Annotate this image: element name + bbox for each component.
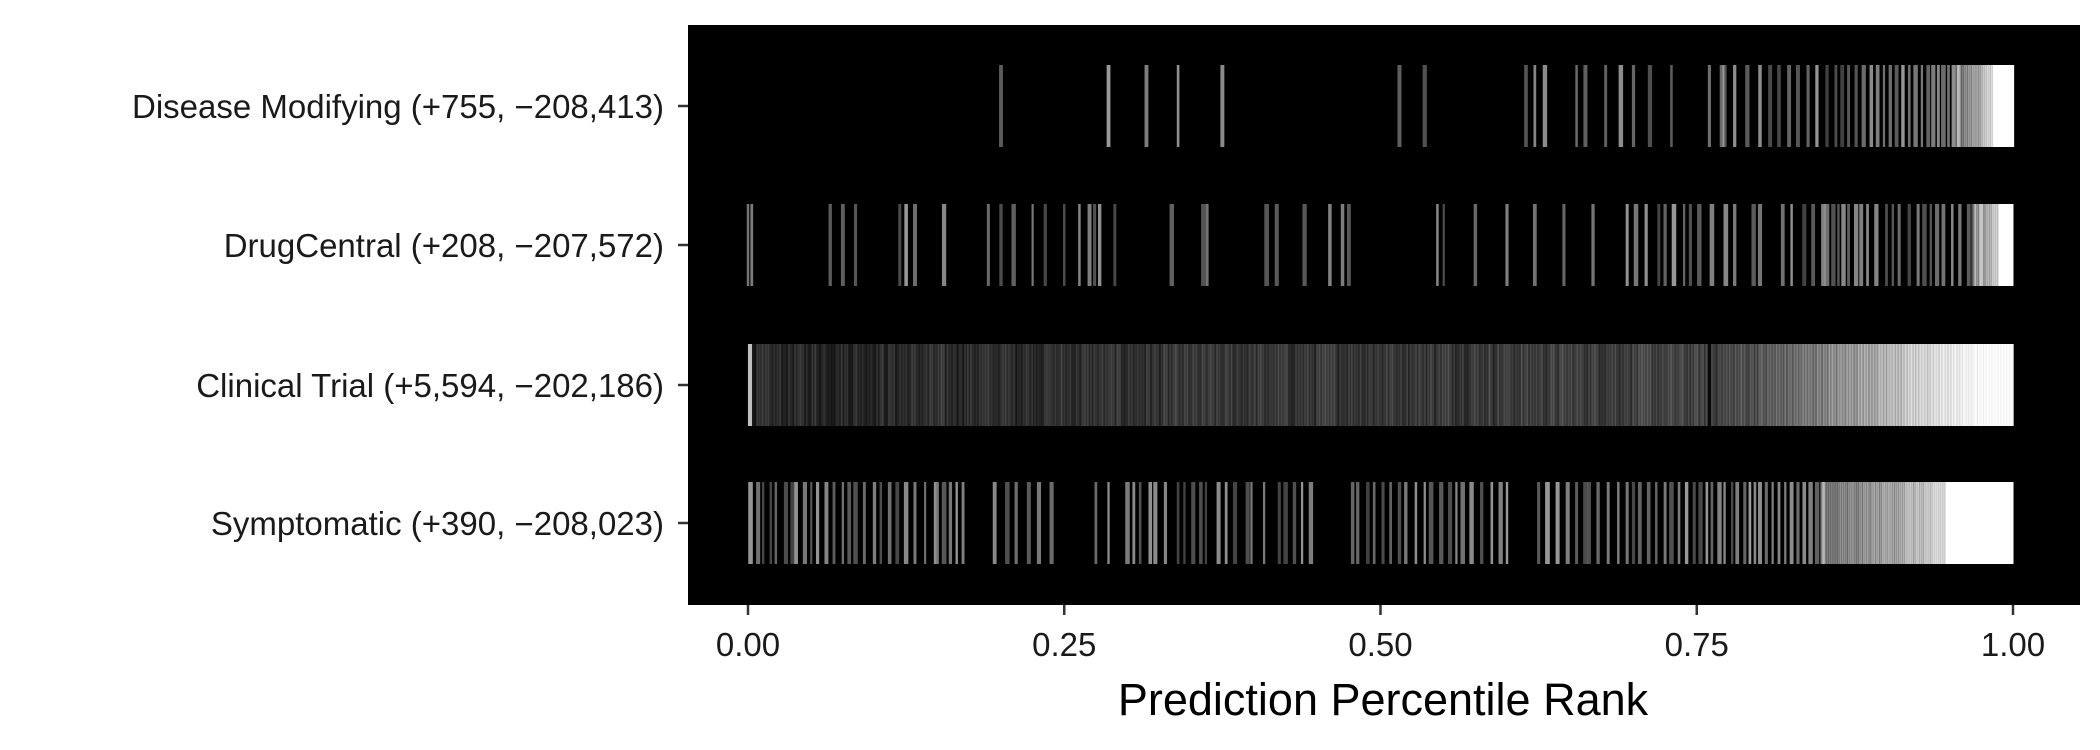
y-tick-label: Symptomatic (+390, −208,023)	[211, 505, 664, 542]
x-tick-label: 0.25	[1032, 626, 1096, 663]
x-tick-label: 0.50	[1348, 626, 1412, 663]
series-disease-modifying	[999, 65, 2015, 147]
y-tick-label: DrugCentral (+208, −207,572)	[224, 227, 664, 264]
series-drugcentral	[746, 204, 2014, 286]
y-axis: Disease Modifying (+755, −208,413) DrugCe…	[132, 88, 688, 542]
series-clinical-trial	[746, 344, 2014, 426]
y-tick-label: Clinical Trial (+5,594, −202,186)	[196, 367, 664, 404]
barcode-end-block	[1993, 65, 2013, 147]
series-symptomatic	[748, 482, 2014, 564]
x-tick-label: 0.75	[1665, 626, 1729, 663]
x-axis-title: Prediction Percentile Rank	[1118, 674, 1649, 725]
plot-panel	[688, 25, 2080, 605]
barcode-end-block	[1945, 482, 2013, 564]
x-tick-label: 1.00	[1981, 626, 2045, 663]
x-tick-label: 0.00	[716, 626, 780, 663]
barcode-end-block	[1998, 204, 2013, 286]
marks-layer	[746, 65, 2015, 564]
x-axis: 0.00 0.25 0.50 0.75 1.00	[716, 605, 2045, 663]
y-tick-label: Disease Modifying (+755, −208,413)	[132, 88, 664, 125]
